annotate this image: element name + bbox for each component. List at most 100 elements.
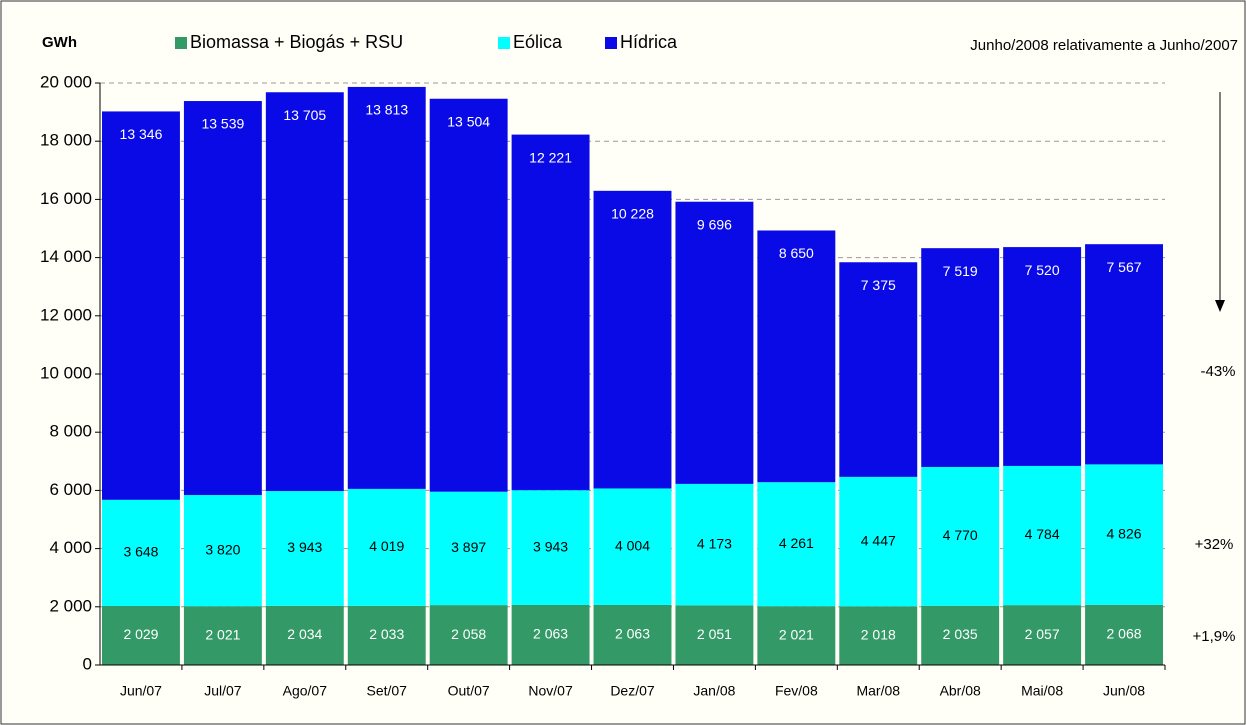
bar-segment (1085, 464, 1163, 605)
subtitle: Junho/2008 relativamente a Junho/2007 (970, 37, 1238, 54)
value-label: 4 447 (861, 532, 896, 548)
bar-segment (102, 499, 180, 606)
value-label: 3 820 (205, 541, 240, 557)
value-label: 3 943 (533, 538, 568, 554)
value-label: 9 696 (697, 216, 732, 232)
bar-segment (593, 488, 672, 605)
bar-segment (757, 606, 836, 665)
bar-segment (1085, 244, 1163, 465)
value-label: 2 021 (779, 626, 814, 642)
value-label: 10 228 (611, 206, 654, 222)
x-tick-label: Dez/07 (610, 683, 655, 699)
y-tick-label: 6 000 (49, 480, 92, 499)
x-tick-label: Jun/07 (120, 683, 162, 699)
x-tick-label: Fev/08 (775, 683, 818, 699)
value-label: 12 221 (529, 149, 572, 165)
value-label: 2 018 (861, 626, 896, 642)
value-label: 2 021 (205, 626, 240, 642)
bar-segment (1003, 605, 1082, 665)
value-label: 2 035 (943, 626, 978, 642)
bar-segment (1003, 247, 1082, 466)
value-label: 13 539 (201, 116, 244, 132)
value-label: 2 051 (697, 626, 732, 642)
y-tick-label: 4 000 (49, 538, 92, 557)
bar-segment (921, 605, 1000, 665)
x-tick-label: Jul/07 (204, 683, 242, 699)
y-tick-label: 2 000 (49, 596, 92, 615)
bar-segment (1085, 604, 1163, 665)
bar-segment (839, 476, 918, 607)
bar-segment (675, 201, 754, 484)
bar-segment (347, 86, 426, 489)
x-tick-label: Set/07 (366, 683, 407, 699)
value-label: 13 813 (365, 102, 408, 118)
change-label: +1,9% (1193, 628, 1236, 645)
value-label: 2 063 (615, 626, 650, 642)
bar-segment (921, 248, 1000, 467)
legend-swatch (175, 37, 187, 49)
x-tick-label: Jun/08 (1103, 683, 1145, 699)
y-axis-unit: GWh (42, 34, 77, 51)
value-label: 3 943 (287, 539, 322, 555)
value-label: 2 033 (369, 626, 404, 642)
legend-label: Biomassa + Biogás + RSU (190, 32, 403, 52)
y-tick-label: 10 000 (40, 363, 92, 382)
bar-segment (511, 134, 590, 491)
bar-segment (265, 92, 344, 492)
bar-segment (183, 101, 262, 496)
y-tick-label: 8 000 (49, 422, 92, 441)
bar-segment (675, 483, 754, 606)
y-tick-label: 14 000 (40, 247, 92, 266)
value-label: 4 004 (615, 537, 650, 553)
bar-segment (347, 605, 426, 665)
value-label: 7 375 (861, 277, 896, 293)
bar-segment (347, 488, 426, 606)
bar-segment (511, 490, 590, 605)
y-tick-label: 20 000 (40, 72, 92, 91)
value-label: 8 650 (779, 245, 814, 261)
value-label: 2 063 (533, 626, 568, 642)
value-label: 7 519 (943, 263, 978, 279)
value-label: 13 705 (283, 107, 326, 123)
bar-segment (757, 482, 836, 607)
value-label: 2 058 (451, 626, 486, 642)
value-label: 4 261 (779, 535, 814, 551)
x-tick-label: Jan/08 (693, 683, 735, 699)
bar-segment (839, 262, 918, 477)
x-tick-label: Abr/08 (940, 683, 981, 699)
bar-segment (757, 230, 836, 483)
bar-segment (183, 606, 262, 665)
change-label: -43% (1200, 363, 1235, 380)
value-label: 4 770 (943, 527, 978, 543)
x-tick-label: Out/07 (448, 683, 490, 699)
bar-segment (102, 111, 180, 500)
bar-segment (429, 491, 508, 606)
value-label: 13 504 (447, 113, 490, 129)
bar-segment (921, 466, 1000, 606)
value-label: 2 034 (287, 626, 322, 642)
bar-segment (593, 604, 672, 665)
y-tick-label: 12 000 (40, 305, 92, 324)
bar-segment (265, 605, 344, 665)
arrow-head (1215, 300, 1225, 312)
bar-segment (839, 606, 918, 665)
value-label: 13 346 (120, 126, 163, 142)
legend-swatch (605, 37, 617, 49)
value-label: 4 173 (697, 535, 732, 551)
y-tick-label: 16 000 (40, 189, 92, 208)
bar-segment (1003, 465, 1082, 606)
bar-segment (429, 98, 508, 492)
y-tick-label: 18 000 (40, 131, 92, 150)
bar-segment (183, 495, 262, 607)
bar-segment (593, 190, 672, 489)
x-tick-label: Ago/07 (283, 683, 328, 699)
y-tick-label: 0 (83, 654, 92, 673)
value-label: 7 567 (1107, 259, 1142, 275)
legend-label: Hídrica (620, 32, 678, 52)
value-label: 2 029 (123, 626, 158, 642)
value-label: 7 520 (1025, 262, 1060, 278)
change-label: +32% (1195, 536, 1234, 553)
value-label: 4 019 (369, 538, 404, 554)
value-label: 3 648 (123, 544, 158, 560)
